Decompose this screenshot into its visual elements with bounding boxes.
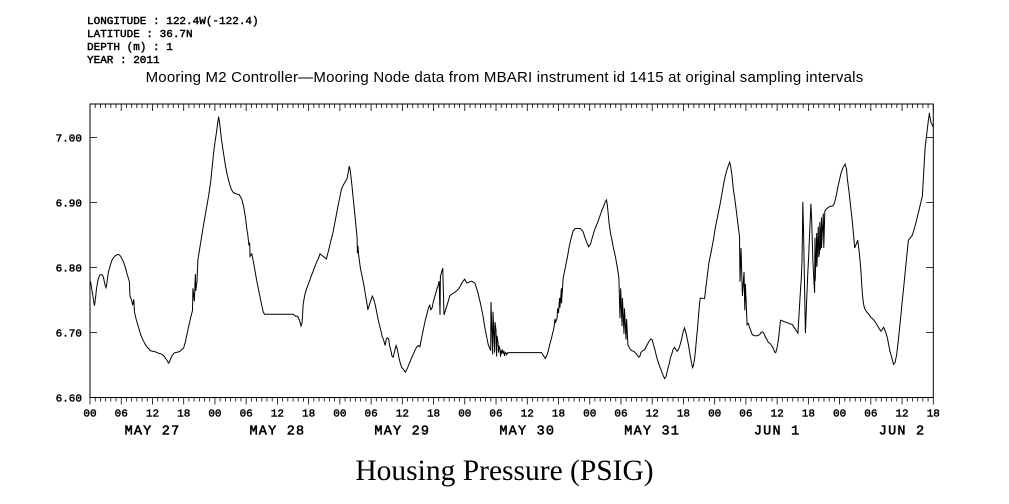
svg-text:06: 06: [240, 409, 254, 421]
svg-text:6.60: 6.60: [56, 394, 83, 406]
svg-text:6.90: 6.90: [56, 199, 83, 211]
svg-text:12: 12: [895, 409, 909, 421]
svg-text:18: 18: [177, 409, 191, 421]
svg-text:00: 00: [708, 409, 722, 421]
svg-text:18: 18: [427, 409, 441, 421]
svg-text:MAY 27: MAY 27: [125, 425, 181, 440]
svg-text:6.70: 6.70: [56, 329, 83, 341]
svg-text:00: 00: [458, 409, 472, 421]
svg-text:06: 06: [115, 409, 129, 421]
svg-text:12: 12: [271, 409, 285, 421]
svg-text:00: 00: [333, 409, 347, 421]
svg-text:12: 12: [646, 409, 660, 421]
svg-text:06: 06: [364, 409, 378, 421]
svg-text:18: 18: [552, 409, 566, 421]
svg-text:MAY 31: MAY 31: [624, 425, 680, 440]
svg-text:MAY 30: MAY 30: [499, 425, 555, 440]
svg-text:JUN 1: JUN 1: [754, 425, 801, 440]
svg-text:JUN 2: JUN 2: [879, 425, 926, 440]
svg-text:18: 18: [927, 409, 941, 421]
svg-text:00: 00: [83, 409, 97, 421]
svg-text:00: 00: [833, 409, 847, 421]
svg-text:06: 06: [489, 409, 503, 421]
svg-text:12: 12: [521, 409, 535, 421]
svg-text:12: 12: [396, 409, 410, 421]
svg-text:18: 18: [802, 409, 816, 421]
svg-text:12: 12: [771, 409, 785, 421]
svg-text:MAY 29: MAY 29: [374, 425, 430, 440]
svg-text:6.80: 6.80: [56, 264, 83, 276]
svg-text:00: 00: [583, 409, 597, 421]
svg-text:06: 06: [614, 409, 628, 421]
svg-text:12: 12: [146, 409, 160, 421]
svg-text:18: 18: [302, 409, 316, 421]
svg-text:18: 18: [677, 409, 691, 421]
svg-text:06: 06: [739, 409, 753, 421]
svg-text:06: 06: [864, 409, 878, 421]
svg-text:MAY 28: MAY 28: [249, 425, 305, 440]
svg-text:7.00: 7.00: [56, 134, 83, 146]
svg-text:00: 00: [208, 409, 222, 421]
